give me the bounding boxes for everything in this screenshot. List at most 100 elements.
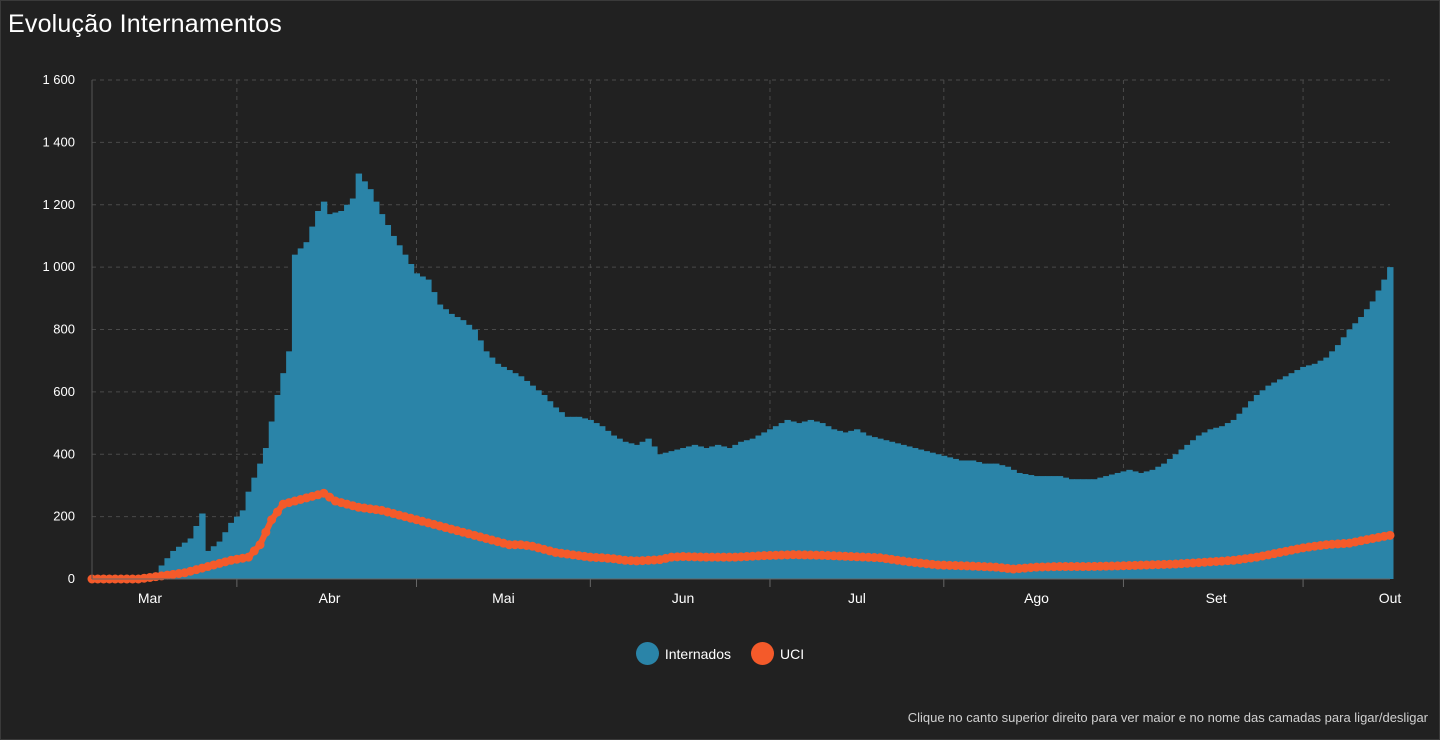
- bar-internados: [361, 181, 368, 579]
- bar-internados: [1027, 475, 1035, 579]
- bar-internados: [239, 510, 247, 579]
- x-tick-label: Abr: [319, 590, 341, 606]
- bar-internados: [1387, 267, 1394, 579]
- bar-internados: [1068, 479, 1075, 579]
- bar-internados: [1103, 476, 1110, 579]
- bar-internados: [1056, 476, 1064, 579]
- legend: Internados UCI: [0, 642, 1440, 665]
- bar-internados: [726, 448, 733, 579]
- legend-label-internados: Internados: [664, 645, 732, 662]
- bar-internados: [662, 452, 670, 579]
- bar-internados: [164, 558, 171, 579]
- bar-internados: [187, 538, 195, 579]
- uci-line[interactable]: [87, 488, 1395, 584]
- bar-internados: [228, 522, 235, 579]
- bar-internados: [570, 416, 577, 579]
- bar-internados: [575, 416, 583, 579]
- bar-internados: [1045, 476, 1052, 579]
- bar-internados: [355, 173, 363, 579]
- bar-internados: [871, 437, 878, 579]
- bar-internados: [894, 443, 901, 579]
- bar-internados: [1114, 472, 1122, 579]
- bar-internados: [900, 444, 907, 579]
- bar-internados: [1282, 376, 1290, 579]
- bar-internados: [552, 407, 560, 579]
- bar-internados: [685, 446, 693, 579]
- bar-internados: [1085, 479, 1093, 579]
- bar-internados: [987, 463, 994, 579]
- bar-internados: [1381, 279, 1388, 579]
- bar-internados: [1340, 337, 1348, 579]
- bar-internados: [1126, 469, 1133, 579]
- bar-internados: [1346, 329, 1353, 579]
- bar-internados: [558, 412, 565, 579]
- bar-internados: [761, 432, 768, 579]
- legend-item-internados[interactable]: Internados: [635, 642, 732, 665]
- bar-internados: [628, 443, 635, 579]
- bar-internados: [494, 363, 502, 579]
- bar-internados: [1091, 479, 1098, 579]
- bar-internados: [320, 201, 328, 579]
- axes: 0 200 400 600 800 1 000 1 200 1 400 1 600 Mar Abr M…: [42, 72, 1401, 606]
- bar-internados: [882, 440, 890, 579]
- bar-internados: [1259, 390, 1267, 579]
- bar-internados: [1375, 290, 1382, 579]
- bar-internados: [286, 351, 293, 579]
- bar-internados: [425, 279, 432, 579]
- bar-internados: [1230, 419, 1238, 579]
- bar-internados: [338, 210, 345, 580]
- bar-internados: [419, 276, 426, 579]
- uci-point: [267, 515, 277, 525]
- bar-internados: [564, 416, 571, 579]
- y-tick-label: 1 400: [42, 134, 75, 149]
- bar-internados: [1305, 365, 1313, 579]
- bar-internados: [471, 329, 478, 579]
- uci-point: [1385, 530, 1395, 540]
- bar-internados: [280, 373, 287, 579]
- bar-internados: [1137, 472, 1145, 579]
- x-tick-label: Mar: [138, 590, 162, 606]
- bar-internados: [1329, 351, 1336, 579]
- bar-internados: [1265, 385, 1272, 579]
- bar-internados: [1190, 440, 1197, 579]
- bar-internados: [1253, 394, 1261, 579]
- bar-internados: [807, 419, 815, 579]
- bar-internados: [459, 320, 467, 579]
- bar-internados: [1074, 479, 1081, 579]
- bar-internados: [430, 292, 438, 579]
- bar-internados: [656, 454, 664, 579]
- bar-internados: [888, 441, 896, 579]
- bar-internados: [969, 460, 977, 579]
- bar-internados: [616, 438, 623, 579]
- bar-internados: [772, 426, 780, 579]
- bar-internados: [170, 550, 177, 579]
- bar-internados: [790, 421, 797, 579]
- legend-item-uci[interactable]: UCI: [751, 642, 804, 665]
- uci-point: [255, 540, 265, 550]
- uci-point: [243, 552, 253, 562]
- bar-internados: [1236, 413, 1243, 579]
- bar-internados: [1010, 469, 1017, 579]
- bar-internados: [1242, 407, 1249, 579]
- y-tick-label: 1 200: [42, 197, 75, 212]
- bar-internados: [1248, 401, 1255, 579]
- bar-internados: [1062, 477, 1069, 579]
- bar-internados: [958, 460, 965, 579]
- bar-internados: [599, 426, 606, 579]
- bar-internados: [848, 430, 855, 579]
- bar-internados: [1051, 476, 1058, 579]
- bar-internados: [732, 444, 739, 579]
- bar-internados: [1161, 463, 1168, 579]
- internados-bars[interactable]: [141, 173, 1394, 580]
- bar-internados: [877, 438, 884, 579]
- bar-internados: [396, 245, 403, 579]
- bar-internados: [1369, 301, 1377, 579]
- bar-internados: [477, 340, 484, 579]
- uci-point: [272, 507, 282, 517]
- bar-internados: [413, 273, 420, 579]
- bar-internados: [512, 373, 519, 579]
- bar-internados: [645, 438, 652, 579]
- bar-internados: [610, 435, 618, 579]
- bar-internados: [506, 370, 513, 579]
- bar-internados: [1323, 357, 1330, 579]
